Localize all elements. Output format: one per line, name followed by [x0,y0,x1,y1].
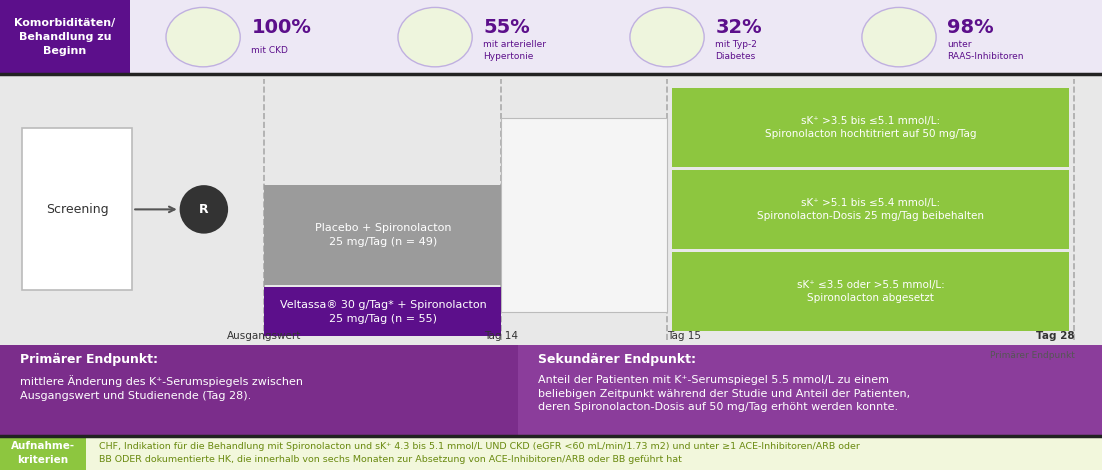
Text: sK⁺ >3.5 bis ≤5.1 mmol/L:
Spironolacton hochtitriert auf 50 mg/Tag: sK⁺ >3.5 bis ≤5.1 mmol/L: Spironolacton … [765,116,976,139]
Text: Tag 15: Tag 15 [667,331,701,341]
FancyBboxPatch shape [86,436,1102,470]
Text: unter
RAAS-Inhibitoren: unter RAAS-Inhibitoren [948,40,1024,61]
Ellipse shape [398,8,472,67]
Text: mit Typ-2
Diabetes: mit Typ-2 Diabetes [715,40,757,61]
Text: Screening: Screening [46,203,108,216]
FancyBboxPatch shape [672,170,1069,249]
Text: Placebo + Spironolacton
25 mg/Tag (n = 49): Placebo + Spironolacton 25 mg/Tag (n = 4… [315,223,451,247]
Text: sK⁺ >5.1 bis ≤5.4 mmol/L:
Spironolacton-Dosis 25 mg/Tag beibehalten: sK⁺ >5.1 bis ≤5.4 mmol/L: Spironolacton-… [757,197,984,221]
FancyBboxPatch shape [0,345,518,436]
Text: 55%: 55% [484,18,530,37]
FancyBboxPatch shape [672,88,1069,167]
Text: 98%: 98% [948,18,994,37]
FancyBboxPatch shape [0,0,130,74]
FancyBboxPatch shape [264,287,501,337]
Text: Ausgangswert: Ausgangswert [227,331,302,341]
Text: Primärer Endpunkt: Primärer Endpunkt [990,351,1074,360]
Text: Primärer Endpunkt:: Primärer Endpunkt: [20,353,158,366]
Text: mittlere Änderung des K⁺-Serumspiegels zwischen
Ausgangswert und Studienende (Ta: mittlere Änderung des K⁺-Serumspiegels z… [20,375,303,401]
Text: Anteil der Patienten mit K⁺-Serumspiegel 5.5 mmol/L zu einem
beliebigen Zeitpunk: Anteil der Patienten mit K⁺-Serumspiegel… [538,375,910,412]
Ellipse shape [180,185,228,234]
Text: mit CKD: mit CKD [251,46,289,55]
FancyBboxPatch shape [0,436,86,470]
Text: Sekundärer Endpunkt:: Sekundärer Endpunkt: [538,353,695,366]
FancyBboxPatch shape [501,118,667,312]
FancyBboxPatch shape [672,252,1069,331]
Text: Tag 28: Tag 28 [1036,331,1074,341]
Text: Veltassa® 30 g/Tag* + Spironolacton
25 mg/Tag (n = 55): Veltassa® 30 g/Tag* + Spironolacton 25 m… [280,300,486,324]
FancyBboxPatch shape [0,0,1102,74]
Ellipse shape [862,8,936,67]
Text: R: R [199,203,208,216]
Text: 32%: 32% [715,18,761,37]
Text: CHF, Indikation für die Behandlung mit Spironolacton und sK⁺ 4.3 bis 5.1 mmol/L : CHF, Indikation für die Behandlung mit S… [99,442,860,464]
FancyBboxPatch shape [0,74,1102,345]
Ellipse shape [630,8,704,67]
FancyBboxPatch shape [518,345,1102,436]
Text: mit arterieller
Hypertonie: mit arterieller Hypertonie [484,40,547,61]
Ellipse shape [166,8,240,67]
FancyBboxPatch shape [264,185,501,285]
Text: Tag 14: Tag 14 [485,331,518,341]
Text: Komorbiditäten/
Behandlung zu
Beginn: Komorbiditäten/ Behandlung zu Beginn [14,18,116,56]
Text: 100%: 100% [251,18,311,37]
Text: sK⁺ ≤3.5 oder >5.5 mmol/L:
Spironolacton abgesetzt: sK⁺ ≤3.5 oder >5.5 mmol/L: Spironolacton… [797,280,944,303]
FancyBboxPatch shape [22,128,132,290]
Text: Aufnahme-
kriterien: Aufnahme- kriterien [11,441,75,465]
